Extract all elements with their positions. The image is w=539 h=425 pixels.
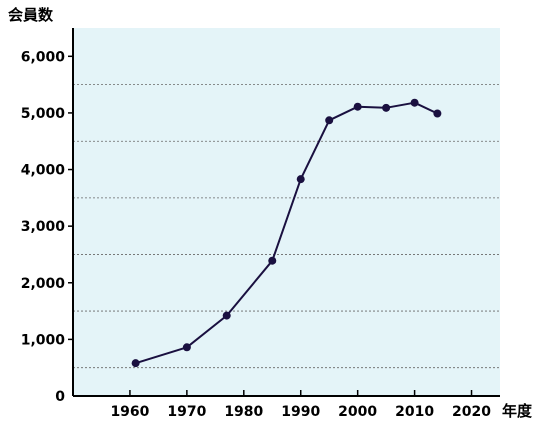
x-ticks: 1960 1970 1980 1990 2000 2010 2020 <box>110 390 491 420</box>
data-point <box>382 103 391 112</box>
y-axis-title: 会員数 <box>8 6 54 24</box>
x-axis-title: 年度 <box>502 402 533 420</box>
data-point <box>268 256 277 265</box>
data-point <box>325 116 334 125</box>
data-point <box>410 98 419 107</box>
x-tick-label: 1990 <box>281 404 320 420</box>
x-tick-label: 1980 <box>224 404 263 420</box>
series-line <box>135 101 438 365</box>
y-tick-label: 0 <box>55 389 65 405</box>
data-point <box>131 359 140 368</box>
y-ticks: 0 1,000 2,000 3,000 4,000 5,000 6,000 <box>21 49 73 405</box>
x-tick-label: 2000 <box>338 404 377 420</box>
data-point <box>182 343 191 352</box>
y-tick-label: 1,000 <box>21 332 66 348</box>
data-point <box>353 102 362 111</box>
x-tick-label: 2020 <box>452 404 491 420</box>
y-tick-label: 6,000 <box>21 49 66 65</box>
data-point <box>222 311 231 320</box>
data-points <box>131 98 442 368</box>
x-tick-label: 1960 <box>110 404 149 420</box>
x-tick-label: 2010 <box>395 404 434 420</box>
data-point <box>296 175 305 184</box>
y-tick-label: 5,000 <box>21 106 66 122</box>
data-point <box>433 109 442 118</box>
x-tick-label: 1970 <box>167 404 206 420</box>
gridlines <box>73 84 500 369</box>
y-tick-label: 3,000 <box>21 219 66 235</box>
y-tick-label: 4,000 <box>21 163 66 179</box>
y-tick-label: 2,000 <box>21 276 66 292</box>
plot-area <box>73 28 500 396</box>
